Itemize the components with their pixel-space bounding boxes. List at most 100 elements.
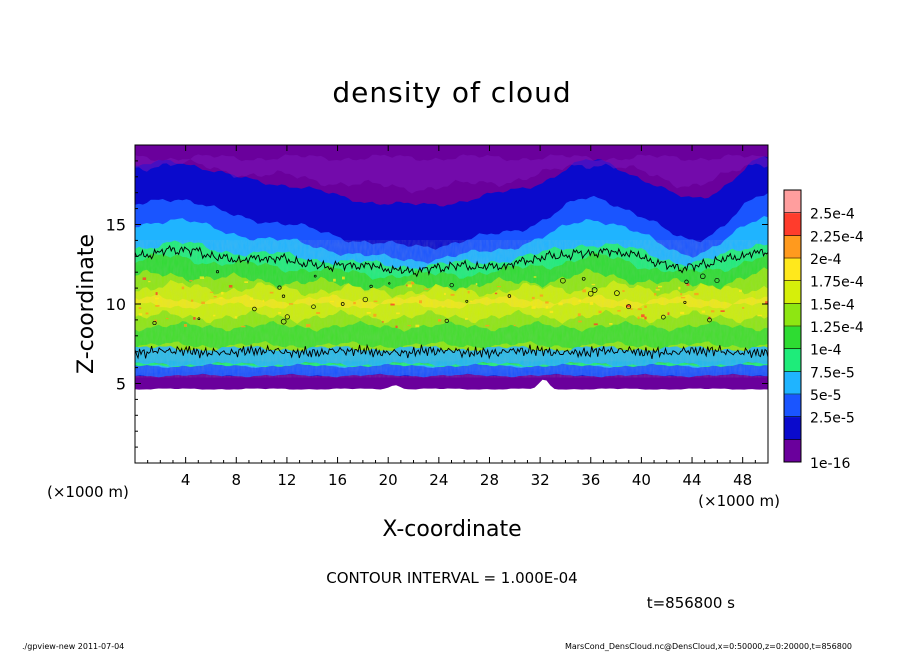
contour-islet [197, 317, 201, 321]
density-speckle [622, 290, 625, 292]
contour-islet [507, 294, 512, 298]
density-speckle [145, 312, 149, 315]
colorbar-label: 1.25e-4 [810, 320, 864, 336]
x-tick-label: 36 [581, 471, 600, 489]
contour-upper [135, 244, 768, 278]
density-speckle [593, 323, 598, 326]
colorbar-label: 2.5e-5 [810, 411, 855, 427]
density-speckle [578, 299, 581, 302]
density-speckle [630, 308, 633, 310]
density-speckle [406, 284, 409, 287]
contour-islet [369, 284, 373, 289]
x-unit-right: (×1000 m) [698, 492, 780, 510]
colorbar-bin [784, 190, 801, 214]
contour-islet [700, 273, 706, 280]
density-speckle [533, 276, 537, 278]
density-speckle [419, 300, 422, 304]
density-speckle [617, 310, 621, 312]
density-speckle [467, 290, 470, 294]
density-speckle [656, 287, 658, 289]
contour-interval-note: CONTOUR INTERVAL = 1.000E-04 [326, 569, 577, 587]
colorbar-bin [784, 439, 801, 463]
density-speckle [626, 304, 631, 308]
density-speckle [213, 314, 216, 317]
colorbar-label: 2.25e-4 [810, 229, 864, 245]
density-speckle [138, 307, 142, 309]
y-tick-label: 10 [106, 295, 126, 314]
contour-islet [560, 277, 566, 284]
contour-islet [449, 282, 454, 288]
density-speckle [701, 310, 706, 313]
colorbar-label: 1.5e-4 [810, 297, 855, 313]
density-speckle [407, 284, 412, 288]
colorbar-bin [784, 394, 801, 418]
density-speckle [549, 310, 554, 314]
density-speckle [680, 293, 683, 296]
contour-islet [388, 282, 391, 285]
contour-lower [135, 343, 768, 360]
density-speckle [720, 310, 725, 312]
density-speckle [262, 299, 265, 303]
density-speckle [381, 321, 384, 323]
contour-lines [135, 244, 768, 360]
density-speckle [424, 288, 429, 290]
contour-islet [313, 274, 317, 278]
density-speckle [539, 294, 544, 297]
density-speckle [589, 302, 594, 305]
density-speckle [219, 297, 223, 299]
colorbar-label: 7.5e-5 [810, 365, 855, 381]
contour-islet [587, 290, 594, 297]
contour-islet [152, 320, 157, 326]
density-speckle [189, 279, 193, 282]
density-speckle [742, 307, 745, 309]
density-speckle [316, 312, 321, 314]
x-tick-label: 48 [733, 471, 752, 489]
density-speckle [757, 314, 762, 317]
contour-islet [284, 314, 290, 320]
density-speckle [469, 300, 473, 303]
density-speckle [545, 306, 549, 309]
contour-islet [340, 302, 345, 306]
density-speckle [155, 297, 160, 300]
density-speckle [609, 323, 613, 325]
density-speckle [165, 318, 169, 320]
density-speckle [181, 286, 185, 290]
contour-islet [626, 304, 632, 310]
density-speckle [373, 313, 377, 317]
density-speckle [228, 285, 233, 288]
contour-islet [311, 304, 316, 309]
density-speckle [577, 313, 581, 317]
colorbar-label: 1e-16 [810, 456, 850, 472]
density-speckle [667, 312, 670, 315]
density-speckle [637, 308, 642, 311]
density-speckle [485, 324, 490, 327]
colorbar-label: 2e-4 [810, 252, 842, 268]
y-tick-label: 5 [116, 375, 126, 394]
x-tick-label: 12 [277, 471, 296, 489]
density-speckle [244, 281, 248, 283]
colorbar-bin [784, 258, 801, 282]
density-speckle [475, 283, 478, 286]
density-speckle [545, 301, 549, 304]
density-speckle [221, 291, 224, 295]
contour-islet [591, 287, 598, 293]
x-tick-label: 8 [232, 471, 242, 489]
density-speckle [148, 280, 151, 283]
density-speckle [353, 301, 356, 305]
density-speckle [711, 310, 715, 313]
density-speckle [142, 277, 147, 280]
density-speckle [739, 289, 742, 292]
x-tick-label: 24 [429, 471, 448, 489]
density-speckle [154, 319, 157, 323]
density-speckles [138, 276, 768, 328]
density-speckle [444, 292, 446, 295]
colorbar-bin [784, 212, 801, 236]
density-speckle [155, 292, 158, 296]
density-field [135, 145, 768, 390]
density-speckle [213, 296, 217, 298]
x-axis-label: X-coordinate [382, 517, 521, 542]
density-speckle [464, 317, 468, 320]
colorbar [783, 189, 802, 463]
footer-left-info: ./gpview-new 2011-07-04 [22, 642, 125, 651]
x-axis-ticks: 4 8 12 16 20 24 28 32 36 40 44 48 [147, 145, 756, 489]
